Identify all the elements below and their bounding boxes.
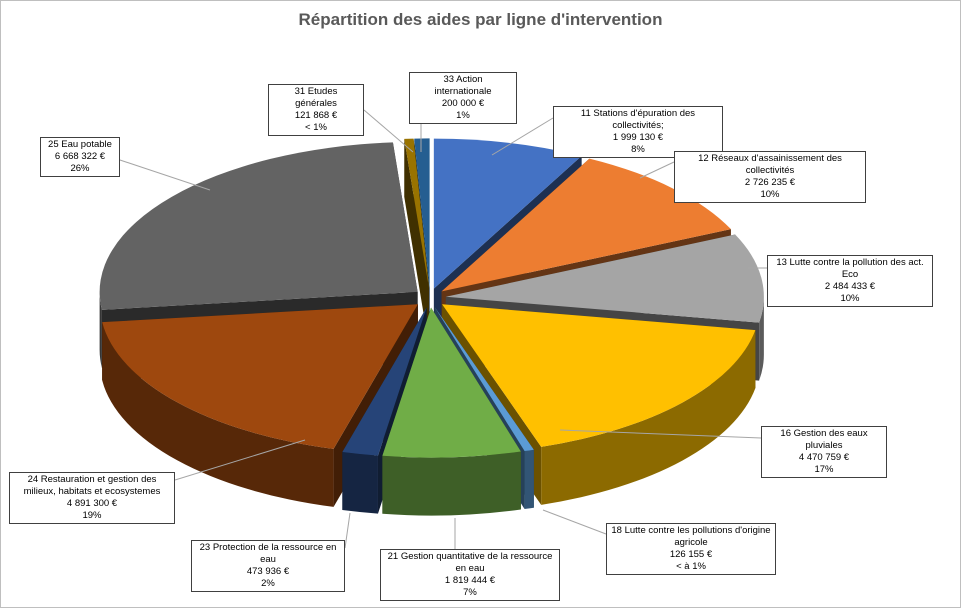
label-amount: 2 726 235 € (744, 177, 796, 188)
label-name: 18 Lutte contre les pollutions d'origine… (611, 525, 771, 548)
label-percent: 17% (814, 464, 834, 475)
label-amount: 473 936 € (246, 566, 290, 577)
label-percent: < 1% (305, 122, 327, 133)
label-name: 12 Réseaux d'assainissement des collecti… (698, 153, 842, 176)
leader-line-8 (174, 439, 306, 481)
slice-side-7 (342, 452, 378, 514)
label-name: 24 Restauration et gestion des milieux, … (23, 474, 161, 497)
label-amount: 2 484 433 € (824, 281, 876, 292)
label-name: 11 Stations d'épuration des collectivité… (580, 108, 696, 131)
pie-slice-6 (382, 307, 521, 458)
pie-slice-10 (404, 138, 429, 289)
slice-side-9 (99, 291, 102, 368)
label-amount: 4 470 759 € (798, 452, 850, 463)
label-name: 16 Gestion des eaux pluviales (780, 428, 868, 451)
label-percent: 1% (456, 110, 470, 121)
slice-side-8 (102, 322, 334, 507)
leader-line-1 (491, 117, 554, 156)
data-label-6: 21 Gestion quantitative de la ressource … (380, 549, 560, 601)
data-label-4: 16 Gestion des eaux pluviales 4 470 759 €… (761, 426, 887, 478)
label-percent: 7% (463, 587, 477, 598)
data-label-11: 33 Action internationale 200 000 €1% (409, 72, 517, 124)
data-label-8: 24 Restauration et gestion des milieux, … (9, 472, 175, 524)
pie-slice-9 (99, 142, 418, 310)
slice-wall-10-start (404, 138, 429, 347)
label-amount: 6 668 322 € (54, 151, 106, 162)
label-amount: 1 999 130 € (612, 132, 664, 143)
leader-line-2 (639, 161, 675, 179)
data-label-5: 18 Lutte contre les pollutions d'origine… (606, 523, 776, 575)
slice-side-4 (541, 330, 756, 505)
label-percent: 26% (70, 163, 90, 174)
leader-line-10 (363, 109, 414, 153)
leader-line-4 (559, 429, 762, 439)
pie-slice-3 (445, 234, 764, 323)
label-percent: 2% (261, 578, 275, 589)
leader-line-5 (542, 509, 607, 535)
pie-slice-2 (441, 158, 731, 292)
data-label-9: 25 Eau potable 6 668 322 €26% (40, 137, 120, 177)
label-name: 25 Eau potable (48, 139, 112, 150)
label-percent: < à 1% (676, 561, 706, 572)
label-amount: 4 891 300 € (66, 498, 118, 509)
data-label-3: 13 Lutte contre la pollution des act. Ec… (767, 255, 933, 307)
data-label-10: 31 Etudes générales 121 868 € < 1% (268, 84, 364, 136)
pie-slice-7 (342, 307, 427, 456)
label-name: 23 Protection de la ressource en eau (199, 542, 337, 565)
label-percent: 10% (840, 293, 860, 304)
label-amount: 1 819 444 € (444, 575, 496, 586)
pie-slice-1 (433, 138, 582, 289)
pie-slice-8 (102, 304, 418, 449)
label-percent: 19% (82, 510, 102, 521)
label-percent: 8% (631, 144, 645, 155)
label-name: 13 Lutte contre la pollution des act. Ec… (776, 257, 924, 280)
label-amount: 200 000 € (441, 98, 485, 109)
data-label-1: 11 Stations d'épuration des collectivité… (553, 106, 723, 158)
pie-slice-5 (434, 307, 534, 452)
label-name: 31 Etudes générales (294, 86, 338, 109)
data-label-2: 12 Réseaux d'assainissement des collecti… (674, 151, 866, 203)
chart-title: Répartition des aides par ligne d'interv… (298, 10, 663, 29)
slice-side-5 (524, 449, 534, 510)
data-label-7: 23 Protection de la ressource en eau 473 … (191, 540, 345, 592)
pie-slice-4 (442, 304, 756, 447)
label-amount: 121 868 € (294, 110, 338, 121)
label-amount: 126 155 € (669, 549, 713, 560)
label-percent: 10% (760, 189, 780, 200)
pie-slice-11 (414, 138, 430, 289)
label-name: 21 Gestion quantitative de la ressource … (387, 551, 553, 574)
slice-side-6 (382, 451, 521, 516)
slice-side-3 (759, 296, 764, 381)
label-name: 33 Action internationale (434, 74, 492, 97)
leader-line-7 (344, 512, 351, 549)
